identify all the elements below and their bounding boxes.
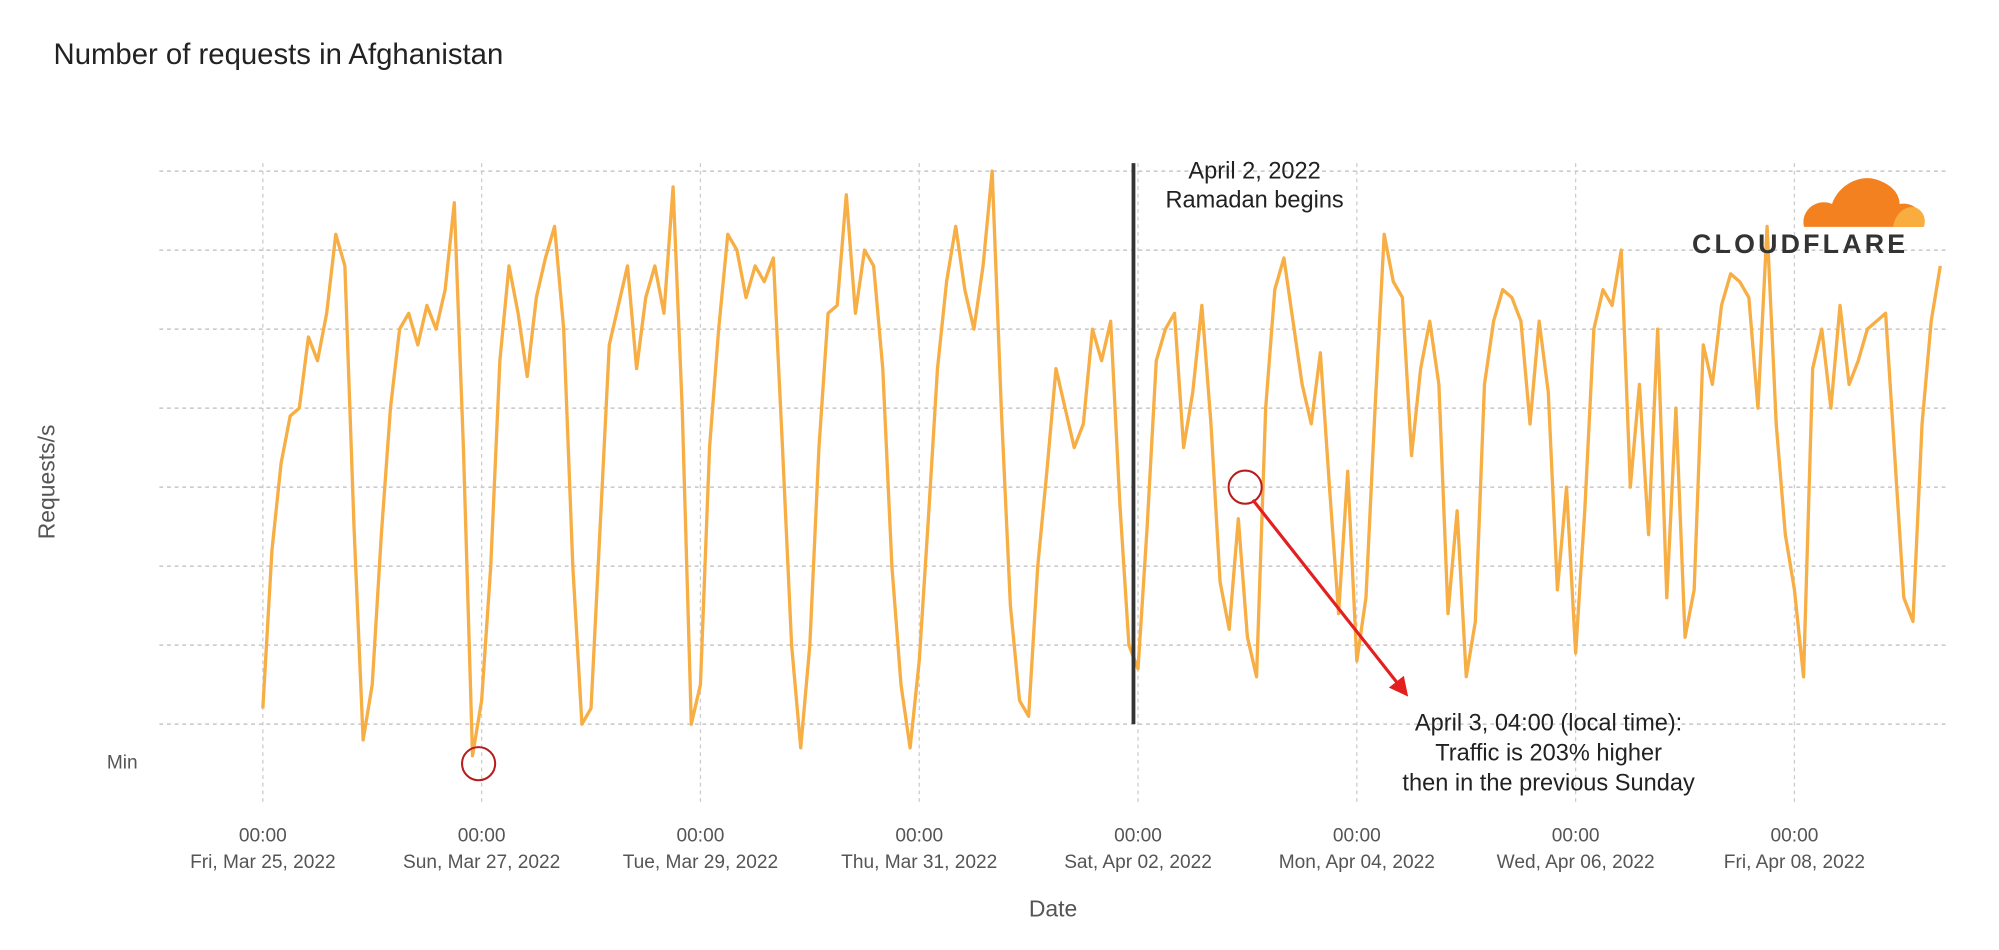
x-tick-label: 00:00 bbox=[677, 825, 725, 846]
x-tick-label: Wed, Apr 06, 2022 bbox=[1497, 852, 1655, 873]
logo-text: CLOUDFLARE bbox=[1692, 229, 1908, 259]
x-tick-label: 00:00 bbox=[895, 825, 943, 846]
y-tick-label: Min bbox=[107, 753, 138, 774]
chart-title: Number of requests in Afghanistan bbox=[54, 38, 504, 71]
annotation-text: April 3, 04:00 (local time): bbox=[1415, 709, 1682, 735]
x-tick-label: 00:00 bbox=[1114, 825, 1162, 846]
marks: April 2, 2022 Ramadan begins April 3, 04:0… bbox=[261, 157, 1942, 795]
plot-root: Number of requests in Afghanistan Reques… bbox=[34, 38, 1949, 921]
x-tick-label: Tue, Mar 29, 2022 bbox=[623, 852, 778, 873]
y-axis-label: Requests/s bbox=[34, 425, 60, 540]
x-tick-label: Thu, Mar 31, 2022 bbox=[841, 852, 997, 873]
x-tick-label: Sat, Apr 02, 2022 bbox=[1064, 852, 1212, 873]
logo: CLOUDFLARE bbox=[1692, 178, 1925, 259]
x-tick-label: 00:00 bbox=[1552, 825, 1600, 846]
x-tick-label: Sun, Mar 27, 2022 bbox=[403, 852, 560, 873]
x-tick-label: 00:00 bbox=[458, 825, 506, 846]
annotation-text: then in the previous Sunday bbox=[1402, 769, 1695, 795]
x-tick-label: 00:00 bbox=[239, 825, 287, 846]
x-tick-label: 00:00 bbox=[1333, 825, 1381, 846]
annotation-text: Traffic is 203% higher bbox=[1435, 739, 1662, 765]
grid: Min 00:00 Fri, Mar 25, 2022 00:00 Sun, Mar 2… bbox=[107, 163, 1949, 873]
highlight-circle bbox=[461, 746, 497, 782]
x-tick-label: Fri, Apr 08, 2022 bbox=[1724, 852, 1865, 873]
logo-cloud-small bbox=[1893, 206, 1925, 227]
x-tick-label: Fri, Mar 25, 2022 bbox=[190, 852, 336, 873]
x-axis-label: Date bbox=[1029, 895, 1077, 921]
x-tick-label: Mon, Apr 04, 2022 bbox=[1279, 852, 1435, 873]
annotation-text: Ramadan begins bbox=[1165, 187, 1343, 213]
highlight-circle bbox=[1227, 469, 1263, 505]
data-line bbox=[261, 169, 1942, 758]
annotation-text: April 2, 2022 bbox=[1188, 157, 1320, 183]
logo-cloud bbox=[1803, 178, 1923, 227]
x-tick-label: 00:00 bbox=[1771, 825, 1819, 846]
annotation-arrow bbox=[1251, 498, 1409, 697]
